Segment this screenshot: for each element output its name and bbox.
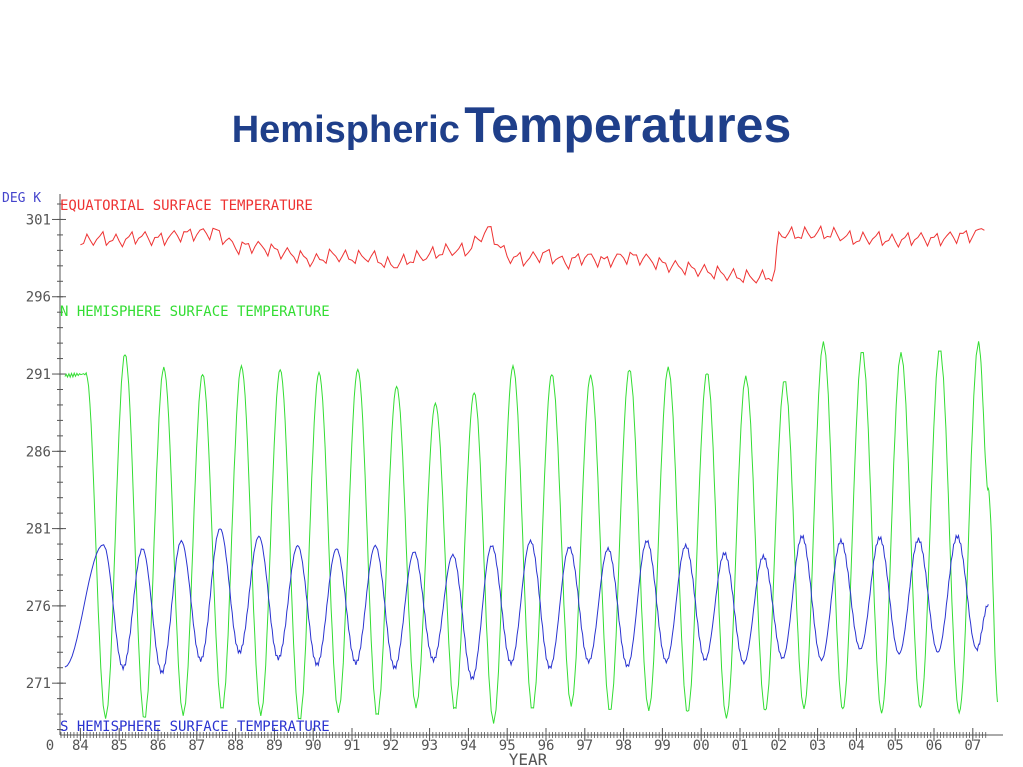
- x-tick-label: 06: [926, 738, 943, 754]
- y-tick-label: 301: [26, 212, 51, 228]
- x-tick-label: 03: [809, 738, 826, 754]
- slide-title: Hemispheric Temperatures: [0, 96, 1023, 154]
- x-tick-label: 96: [538, 738, 555, 754]
- x-tick-label: 89: [266, 738, 283, 754]
- x-tick-label: 05: [887, 738, 904, 754]
- x-tick-label: 98: [615, 738, 632, 754]
- x-tick-label: 91: [344, 738, 361, 754]
- y-tick-label: 281: [26, 522, 51, 538]
- x-tick-label: 04: [848, 738, 865, 754]
- x-tick-label: 94: [460, 738, 477, 754]
- y-tick-label: 271: [26, 676, 51, 692]
- series-label-equatorial: EQUATORIAL SURFACE TEMPERATURE: [60, 198, 313, 214]
- x-tick-label: 88: [227, 738, 244, 754]
- x-tick-label: 87: [188, 738, 205, 754]
- x-tick-label: 86: [150, 738, 167, 754]
- y-tick-label: 286: [26, 444, 51, 460]
- x-tick-label: 85: [111, 738, 128, 754]
- y-tick-label: 296: [26, 290, 51, 306]
- series-layer: [64, 224, 999, 724]
- series-line-south: [64, 528, 989, 681]
- x-axis-label: YEAR: [509, 750, 548, 767]
- series-labels: EQUATORIAL SURFACE TEMPERATURE N HEMISPHE…: [60, 198, 330, 735]
- series-label-north: N HEMISPHERE SURFACE TEMPERATURE: [60, 304, 330, 320]
- temperature-chart: DEG K YEAR 301 296 291 286 281 276 271 0 84 85 86 8…: [2, 191, 1003, 767]
- x-tick-label: 01: [732, 738, 749, 754]
- x-tick-label: 00: [693, 738, 710, 754]
- series-label-south: S HEMISPHERE SURFACE TEMPERATURE: [60, 719, 330, 735]
- x-tick-label: 99: [654, 738, 671, 754]
- x-tick-label: 02: [770, 738, 787, 754]
- x-tick-label: 92: [382, 738, 399, 754]
- x-tick-label: 90: [305, 738, 322, 754]
- y-axis-label: DEG K: [2, 191, 41, 206]
- x-tick-label: 95: [499, 738, 516, 754]
- series-line-north: [64, 341, 999, 724]
- x-origin-label: 0: [46, 738, 54, 754]
- title-part-2: Temperatures: [464, 97, 792, 153]
- x-tick-label: 93: [421, 738, 438, 754]
- y-tick-label: 276: [26, 599, 51, 615]
- axes: 301 296 291 286 281 276 271 0 84 85 86 87 88 89 90 91 92…: [26, 194, 1003, 754]
- title-part-1: Hemispheric: [231, 109, 460, 151]
- series-line-equatorial: [80, 224, 985, 284]
- x-tick-label: 97: [576, 738, 593, 754]
- y-tick-label: 291: [26, 367, 51, 383]
- x-tick-label: 07: [964, 738, 981, 754]
- x-tick-label: 84: [72, 738, 89, 754]
